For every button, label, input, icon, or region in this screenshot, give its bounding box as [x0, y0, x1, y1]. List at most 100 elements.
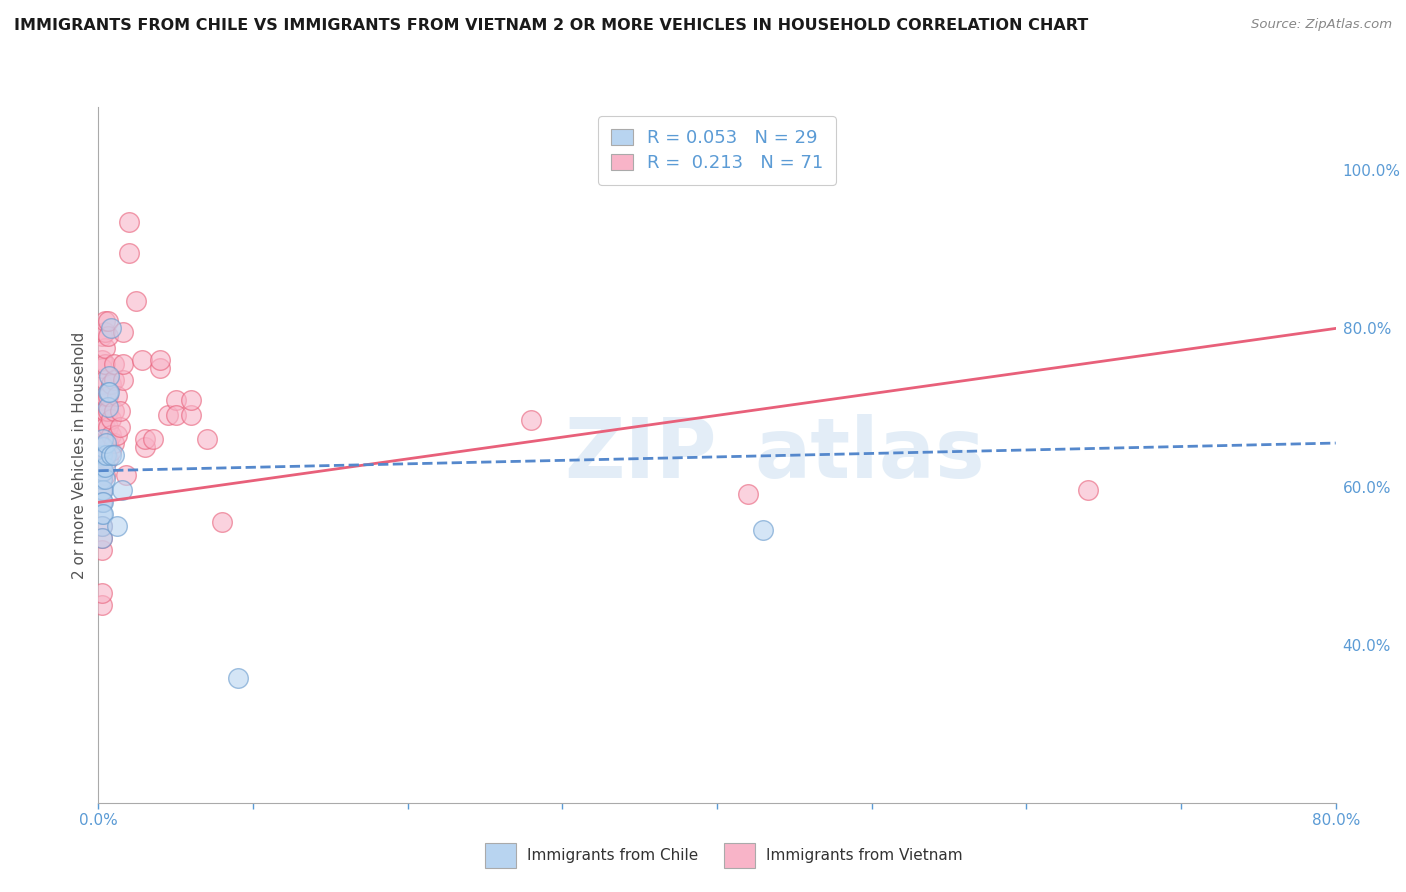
Point: [93, 389, 115, 403]
Point: [103, 404, 125, 418]
Point: [90, 392, 112, 407]
Point: [97, 404, 120, 418]
Point: [115, 467, 138, 482]
Point: [93, 467, 115, 482]
Point: [165, 409, 187, 423]
Point: [93, 404, 115, 418]
Point: [98, 384, 121, 399]
Point: [105, 519, 128, 533]
Point: [103, 436, 125, 450]
Point: [97, 329, 120, 343]
Point: [91, 440, 114, 454]
Point: [93, 357, 115, 371]
Point: [96, 436, 118, 450]
Point: [100, 444, 122, 458]
Point: [149, 353, 172, 368]
Point: [157, 409, 180, 423]
Point: [97, 313, 120, 327]
Point: [90, 495, 112, 509]
Point: [90, 483, 112, 498]
Point: [100, 376, 122, 391]
Point: [90, 329, 112, 343]
Point: [90, 472, 112, 486]
Point: [520, 413, 543, 427]
Point: [90, 542, 112, 557]
Point: [91, 495, 114, 509]
Point: [90, 598, 112, 612]
Point: [90, 519, 112, 533]
Point: [93, 436, 115, 450]
Legend: R = 0.053   N = 29, R =  0.213   N = 71: R = 0.053 N = 29, R = 0.213 N = 71: [598, 116, 837, 186]
Point: [90, 404, 112, 418]
Point: [142, 432, 165, 446]
Point: [112, 357, 135, 371]
Point: [103, 448, 125, 462]
Text: ZIP: ZIP: [565, 415, 717, 495]
Point: [90, 444, 112, 458]
Y-axis label: 2 or more Vehicles in Household: 2 or more Vehicles in Household: [72, 331, 87, 579]
Point: [124, 293, 146, 308]
Point: [111, 483, 134, 498]
Point: [93, 459, 115, 474]
Point: [226, 671, 249, 685]
Point: [97, 436, 120, 450]
Point: [90, 531, 112, 545]
Point: [105, 428, 128, 442]
Point: [118, 215, 141, 229]
Point: [90, 376, 112, 391]
Point: [100, 448, 122, 462]
Point: [90, 495, 112, 509]
Point: [100, 412, 122, 426]
Point: [93, 451, 115, 466]
Point: [180, 392, 202, 407]
Text: atlas: atlas: [754, 415, 986, 495]
Point: [91, 483, 114, 498]
Point: [211, 515, 233, 529]
Point: [90, 456, 112, 470]
Point: [98, 368, 121, 383]
Point: [180, 409, 202, 423]
Point: [93, 326, 115, 340]
Point: [90, 586, 112, 600]
Point: [96, 448, 118, 462]
Point: [112, 373, 135, 387]
Point: [90, 353, 112, 368]
Point: [108, 404, 131, 418]
Point: [90, 483, 112, 498]
Point: [103, 373, 125, 387]
Point: [103, 357, 125, 371]
Text: Source: ZipAtlas.com: Source: ZipAtlas.com: [1251, 18, 1392, 31]
Point: [97, 401, 120, 415]
Point: [97, 389, 120, 403]
Point: [165, 392, 187, 407]
Point: [90, 531, 112, 545]
Point: [91, 464, 114, 478]
Point: [97, 451, 120, 466]
Point: [93, 420, 115, 434]
Point: [112, 326, 135, 340]
Point: [91, 432, 114, 446]
Point: [93, 341, 115, 355]
Point: [90, 432, 112, 446]
Point: [91, 507, 114, 521]
Point: [737, 487, 759, 501]
Point: [1077, 483, 1099, 498]
Point: [97, 420, 120, 434]
Point: [100, 428, 122, 442]
Point: [90, 507, 112, 521]
Point: [134, 432, 156, 446]
Text: Immigrants from Vietnam: Immigrants from Vietnam: [766, 848, 963, 863]
Point: [105, 389, 128, 403]
Point: [90, 472, 112, 486]
Point: [118, 246, 141, 260]
Point: [108, 420, 131, 434]
Text: IMMIGRANTS FROM CHILE VS IMMIGRANTS FROM VIETNAM 2 OR MORE VEHICLES IN HOUSEHOLD: IMMIGRANTS FROM CHILE VS IMMIGRANTS FROM…: [14, 18, 1088, 33]
Point: [90, 459, 112, 474]
Text: Immigrants from Chile: Immigrants from Chile: [527, 848, 699, 863]
Point: [90, 519, 112, 533]
Point: [90, 448, 112, 462]
Point: [90, 361, 112, 376]
Point: [97, 384, 120, 399]
Point: [93, 313, 115, 327]
Point: [195, 432, 218, 446]
